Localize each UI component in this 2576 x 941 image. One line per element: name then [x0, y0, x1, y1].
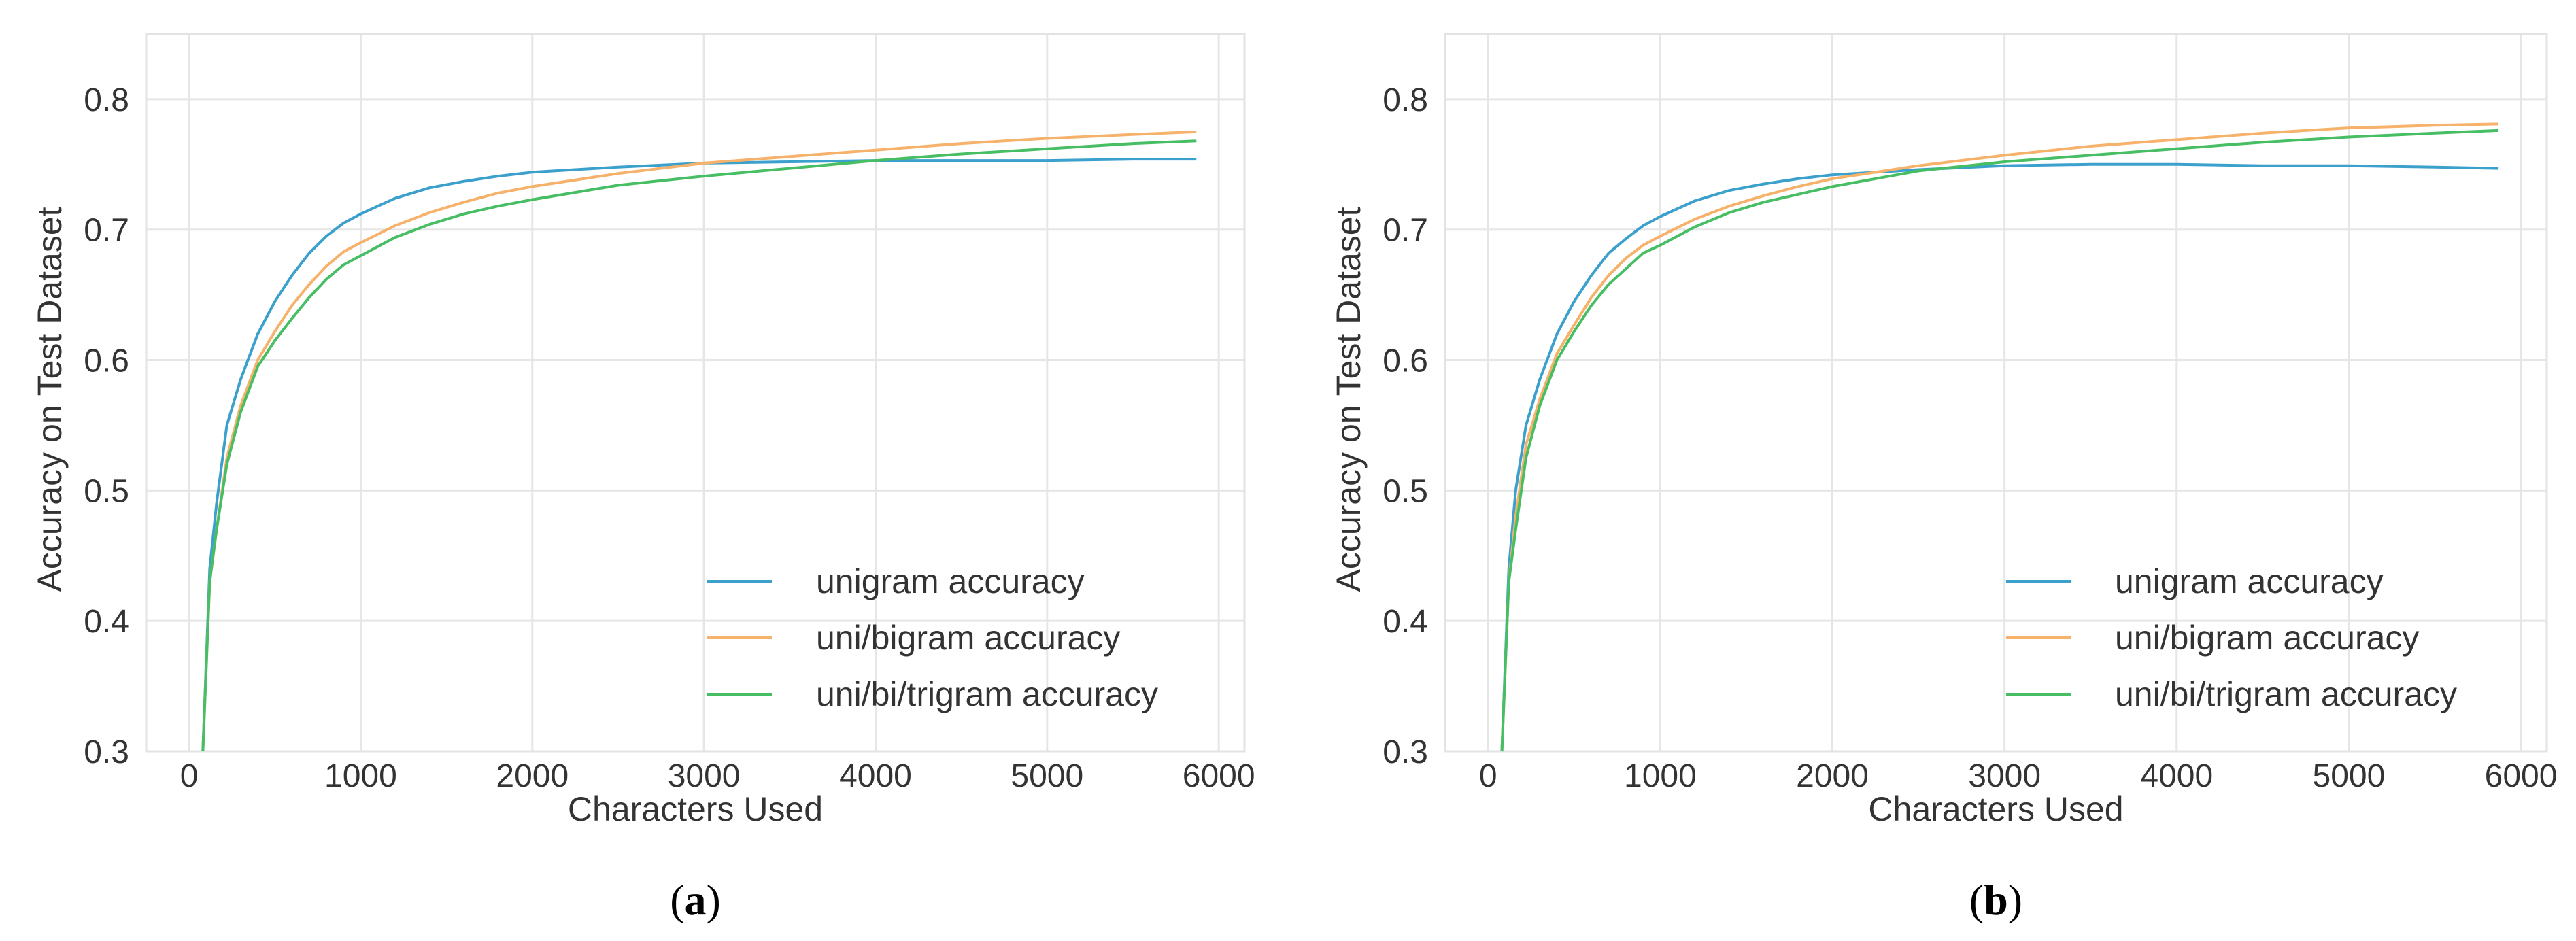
- x-tick-label: 2000: [496, 758, 569, 794]
- y-tick-label: 0.4: [1383, 604, 1428, 640]
- x-tick-label: 0: [1479, 758, 1497, 794]
- plot-frame: [145, 33, 1246, 753]
- legend-label: uni/bi/trigram accuracy: [816, 675, 1158, 713]
- x-tick-label: 4000: [839, 758, 912, 794]
- y-tick-label: 0.3: [1383, 734, 1428, 770]
- x-tick-label: 1000: [1624, 758, 1697, 794]
- y-tick-label: 0.5: [84, 473, 129, 509]
- series-line-3: [1500, 129, 2499, 752]
- chart-panel-b: 0 1000 2000 3000 4000 5000 6000 0.3 0.4 0.5 0.6 0.7…: [1329, 33, 2558, 924]
- legend-label: unigram accuracy: [2115, 562, 2384, 600]
- y-tick-label: 0.8: [1383, 82, 1428, 118]
- y-tick-label: 0.4: [84, 604, 129, 640]
- series-line-3: [201, 139, 1197, 752]
- x-tick-label: 5000: [2313, 758, 2386, 794]
- legend-label: unigram accuracy: [816, 562, 1085, 600]
- panel-caption: (b): [1969, 876, 2022, 924]
- chart-panel-a: 0 1000 2000 3000 4000 5000 6000 0.3 0.4 0.5 0.6 0.7…: [31, 33, 1255, 924]
- plot-frame: [1444, 33, 2548, 753]
- legend-label: uni/bigram accuracy: [816, 619, 1120, 657]
- legend-label: uni/bigram accuracy: [2115, 619, 2419, 657]
- x-tick-label: 4000: [2140, 758, 2213, 794]
- y-tick-label: 0.7: [84, 213, 129, 249]
- y-tick-label: 0.5: [1383, 473, 1428, 509]
- y-axis-label: Accuracy on Test Dataset: [1329, 207, 1368, 592]
- x-tick-label: 3000: [1968, 758, 2041, 794]
- y-axis-label: Accuracy on Test Dataset: [31, 207, 69, 592]
- series-line-2: [1500, 122, 2499, 752]
- x-tick-label: 0: [180, 758, 199, 794]
- x-tick-label: 6000: [2485, 758, 2558, 794]
- series-line-2: [201, 130, 1197, 752]
- legend-label: uni/bi/trigram accuracy: [2115, 675, 2457, 713]
- series-line-1: [1500, 162, 2499, 752]
- plot-area: [146, 34, 1244, 751]
- y-tick-label: 0.6: [1383, 343, 1428, 379]
- x-tick-label: 3000: [668, 758, 741, 794]
- plot-area: [1445, 34, 2547, 751]
- y-tick-label: 0.6: [84, 343, 129, 379]
- x-axis-label: Characters Used: [1868, 790, 2123, 828]
- x-tick-label: 5000: [1011, 758, 1083, 794]
- y-tick-label: 0.3: [84, 734, 129, 770]
- y-tick-label: 0.7: [1383, 213, 1428, 249]
- x-tick-label: 6000: [1183, 758, 1255, 794]
- x-axis-label: Characters Used: [568, 790, 823, 828]
- panel-caption: (a): [670, 876, 721, 924]
- y-tick-label: 0.8: [84, 82, 129, 118]
- x-tick-label: 1000: [324, 758, 397, 794]
- x-tick-label: 2000: [1796, 758, 1869, 794]
